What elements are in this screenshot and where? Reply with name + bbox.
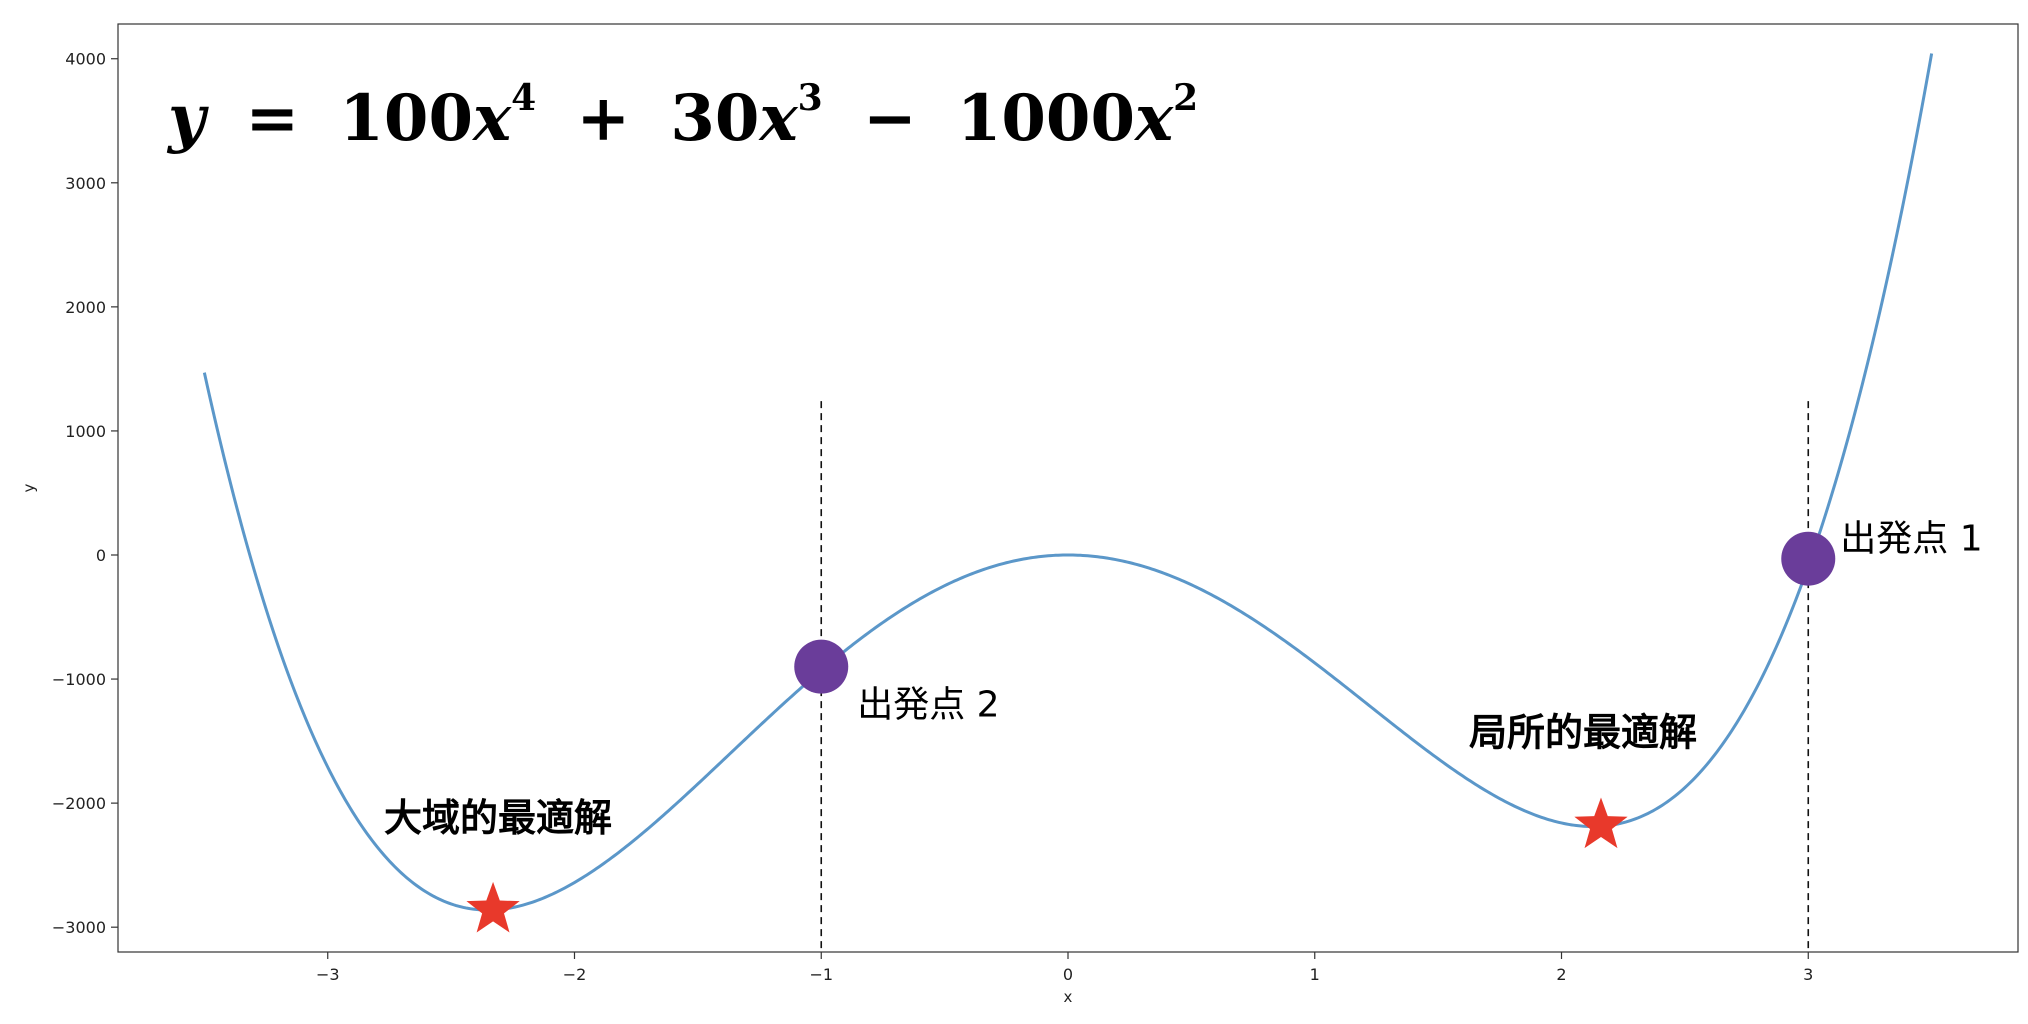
x-tick-label: 3 [1803, 965, 1813, 984]
y-axis-label: y [20, 483, 38, 492]
formula-minus: − [863, 81, 917, 156]
optimum-label: 大域的最適解 [384, 796, 612, 840]
start-point [1781, 531, 1836, 586]
series-line [202, 53, 1934, 912]
formula-var2: x [1133, 81, 1174, 156]
optimum-star [1574, 797, 1628, 849]
x-tick-label: −1 [809, 965, 833, 984]
y-tick-label: 3000 [65, 174, 106, 193]
y-tick-label: −1000 [52, 670, 106, 689]
optimum-star [466, 881, 520, 933]
vline-layer [820, 401, 1810, 952]
optimum-label: 局所的最適解 [1469, 710, 1697, 754]
y-tick-label: −3000 [52, 918, 106, 937]
formula-c2: 1000 [957, 81, 1135, 156]
start-point-label: 出発点 1 [1840, 519, 1982, 560]
formula-c3: 30 [670, 81, 759, 156]
formula-eq: = [245, 81, 299, 156]
formula-p4: 4 [511, 77, 536, 119]
formula-c4: 100 [339, 81, 473, 156]
y-tick-label: 2000 [65, 298, 106, 317]
series-layer [202, 53, 1934, 912]
formula-lhs: y [166, 81, 209, 156]
formula-var3: x [757, 81, 798, 156]
formula-p3: 3 [798, 77, 823, 119]
y-tick-label: 4000 [65, 50, 106, 69]
y-tick-label: 1000 [65, 422, 106, 441]
x-tick-label: 1 [1310, 965, 1320, 984]
y-axis: −3000 −2000 −1000 0 1000 2000 3000 4000 [52, 50, 118, 937]
formula-p2: 2 [1173, 77, 1198, 119]
x-tick-label: −3 [316, 965, 340, 984]
x-tick-label: 2 [1556, 965, 1566, 984]
marker-layer: 出発点 1 出発点 2 大域的最適解 局所的最適解 [384, 519, 1983, 933]
start-point [794, 639, 849, 694]
formula-plus: + [576, 81, 630, 156]
x-tick-label: −2 [563, 965, 587, 984]
y-tick-label: −2000 [52, 794, 106, 813]
y-tick-label: 0 [96, 546, 106, 565]
x-axis: −3 −2 −1 0 1 2 3 [316, 952, 1813, 984]
start-point-label: 出発点 2 [857, 685, 999, 726]
formula: y = 100x4 + 30x3 − 1000x2 [166, 51, 1198, 156]
x-tick-label: 0 [1063, 965, 1073, 984]
x-axis-label: x [1064, 988, 1073, 1006]
formula-var4: x [471, 81, 512, 156]
